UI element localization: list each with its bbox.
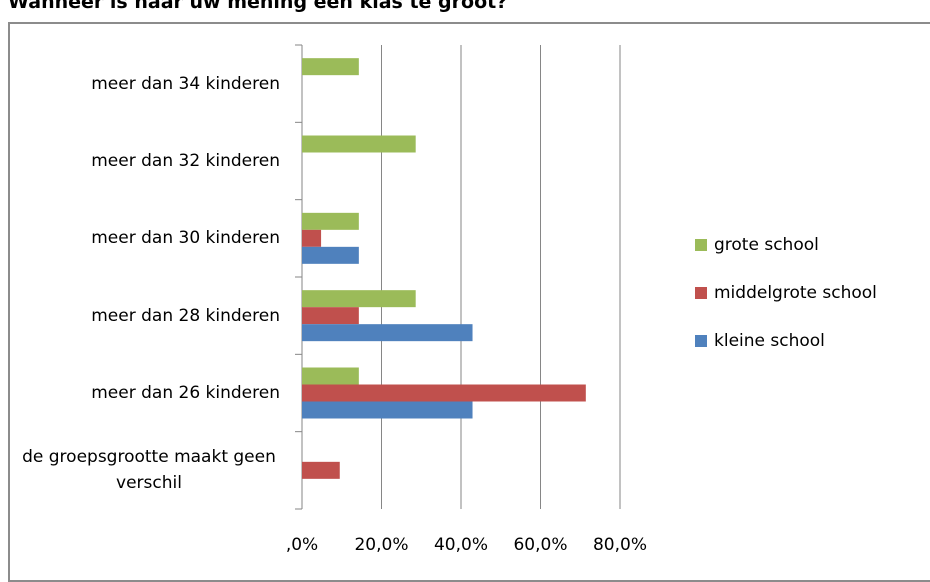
legend-swatch — [695, 287, 707, 299]
bar — [302, 58, 359, 76]
bar — [302, 401, 473, 419]
x-tick-label: 80,0% — [593, 535, 647, 555]
y-tick-label: meer dan 26 kinderen — [91, 383, 280, 403]
bar — [302, 229, 322, 247]
bar — [302, 461, 340, 479]
y-tick-label: meer dan 32 kinderen — [91, 151, 280, 171]
y-tick-label: de groepsgrootte maakt geen verschil — [22, 447, 276, 494]
chart-title: Wanneer is naar uw mening een klas te gr… — [8, 0, 508, 13]
bar — [302, 290, 416, 308]
y-tick-label: meer dan 28 kinderen — [91, 305, 280, 326]
bar — [302, 367, 359, 385]
page: {"chart_data": { "type": "hbar", "title"… — [8, 0, 930, 582]
legend-swatch — [695, 335, 707, 347]
x-tick-label: 60,0% — [513, 535, 567, 555]
chart: ,0% 20,0% 40,0% 60,0% 80,0% grote school midde… — [286, 44, 877, 555]
x-tick-label: ,0% — [286, 535, 318, 555]
legend-label: middelgrote school — [714, 283, 877, 303]
y-tick-label: meer dan 30 kinderen — [91, 228, 280, 249]
bar — [302, 384, 586, 402]
legend-label: grote school — [714, 235, 819, 255]
legend-label: kleine school — [714, 331, 825, 351]
bar — [302, 212, 359, 230]
bar — [302, 307, 359, 325]
legend-swatch — [695, 239, 707, 251]
bar — [302, 246, 359, 264]
x-tick-label: 20,0% — [354, 535, 408, 555]
bar — [302, 324, 473, 342]
y-tick-label: meer dan 34 kinderen — [91, 73, 280, 94]
bar — [302, 135, 416, 153]
x-tick-label: 40,0% — [434, 535, 488, 555]
